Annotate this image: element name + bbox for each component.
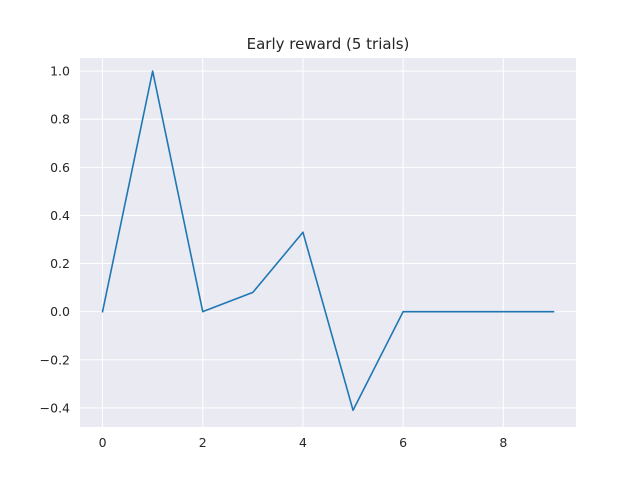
y-tick-label: 0.2 — [50, 256, 70, 271]
y-tick-label: 0.4 — [50, 208, 70, 223]
y-tick-label: 0.0 — [50, 304, 70, 319]
x-tick-label: 6 — [399, 435, 407, 450]
chart-title: Early reward (5 trials) — [247, 35, 410, 53]
x-tick-label: 4 — [299, 435, 307, 450]
y-tick-label: 0.8 — [50, 112, 70, 127]
y-tick-label: 0.6 — [50, 160, 70, 175]
y-tick-label: −0.4 — [40, 400, 70, 415]
x-tick-label: 8 — [499, 435, 507, 450]
plot-area — [80, 58, 576, 427]
y-tick-label: 1.0 — [50, 64, 70, 79]
x-tick-label: 2 — [199, 435, 207, 450]
y-tick-label: −0.2 — [40, 352, 70, 367]
x-tick-label: 0 — [99, 435, 107, 450]
